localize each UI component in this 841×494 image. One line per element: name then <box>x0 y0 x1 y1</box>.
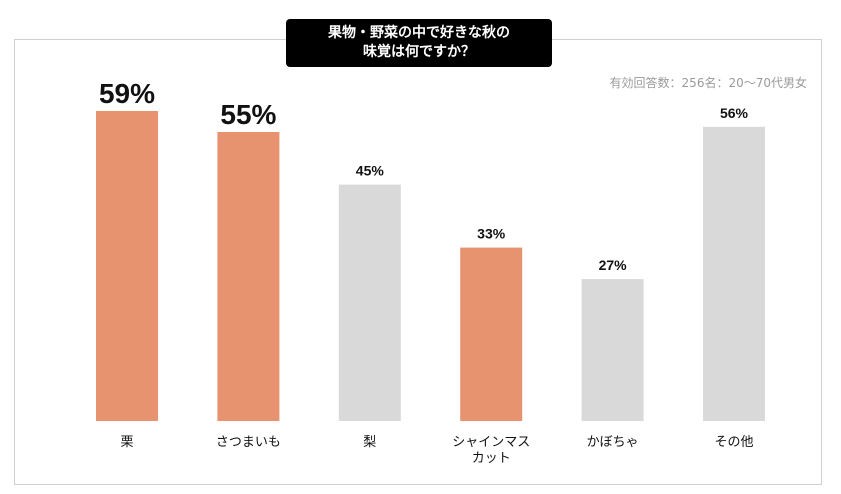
category-label-4: シャインマスカット <box>452 435 530 466</box>
category-label-6: その他 <box>714 435 753 450</box>
chart-title-line-2: 味覚は何ですか？ <box>363 44 475 60</box>
value-label-3: 45% <box>356 163 385 179</box>
chart-title: 果物・野菜の中で好きな秋の 味覚は何ですか？ <box>286 19 552 67</box>
value-label-2: 55% <box>220 99 276 130</box>
category-label-1: 栗 <box>120 435 133 450</box>
category-label-5: かぼちゃ <box>587 435 639 450</box>
chart-title-line-1: 果物・野菜の中で好きな秋の <box>328 25 510 41</box>
bar-4 <box>460 247 523 421</box>
category-label-2: さつまいも <box>216 435 281 450</box>
bar-1 <box>96 111 158 421</box>
value-label-5: 27% <box>599 257 628 273</box>
bar-6 <box>703 126 765 422</box>
bar-2 <box>217 132 280 421</box>
bar-5 <box>581 279 644 421</box>
value-label-4: 33% <box>477 226 506 242</box>
respondent-note: 有効回答数：256名：20〜70代男女 <box>609 76 807 90</box>
value-label-1: 59% <box>99 78 155 109</box>
bar-3 <box>338 184 401 421</box>
category-label-3: 梨 <box>363 435 376 450</box>
value-label-6: 56% <box>720 105 749 121</box>
